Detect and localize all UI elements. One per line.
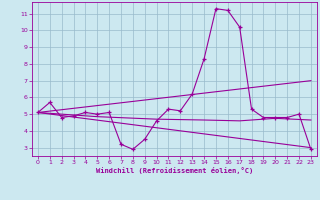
X-axis label: Windchill (Refroidissement éolien,°C): Windchill (Refroidissement éolien,°C) — [96, 167, 253, 174]
